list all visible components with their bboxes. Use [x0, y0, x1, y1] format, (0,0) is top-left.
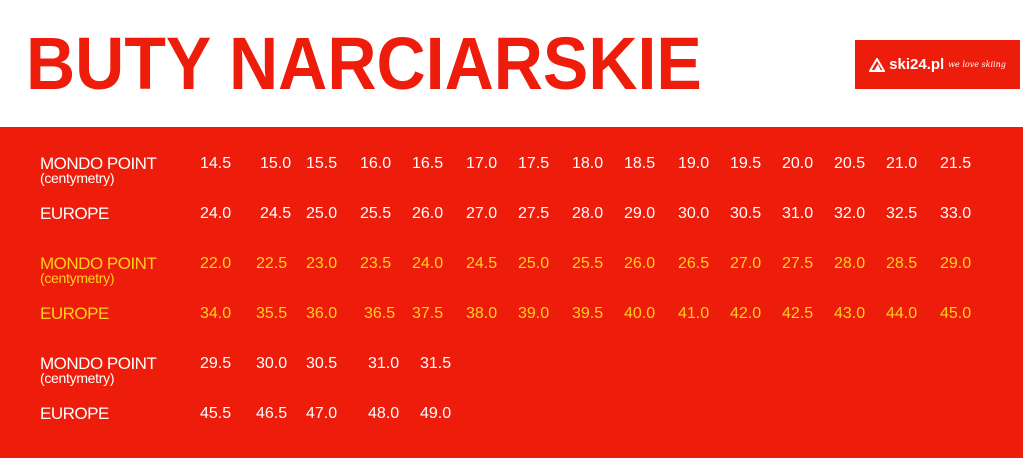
- mondo-size-cell: 24.0: [412, 255, 444, 272]
- page-title: BUTY NARCIARSKIE: [26, 22, 702, 105]
- mondo-label: MONDO POINT: [40, 154, 157, 173]
- europe-size-cell: 49.0: [420, 405, 452, 422]
- mondo-size-cell: 31.0: [368, 355, 400, 372]
- logo-tagline: we love skiing: [948, 60, 1006, 69]
- europe-size-cell: 30.5: [730, 205, 762, 222]
- mondo-size-cell: 19.5: [730, 155, 762, 172]
- ski24-logo: ski24.pl we love skiing: [855, 40, 1020, 89]
- mondo-size-cell: 17.0: [466, 155, 498, 172]
- europe-size-cell: 44.0: [886, 305, 918, 322]
- mondo-size-cell: 16.5: [412, 155, 444, 172]
- europe-size-cell: 42.0: [730, 305, 762, 322]
- europe-size-cell: 48.0: [368, 405, 400, 422]
- europe-size-cell: 43.0: [834, 305, 866, 322]
- header: BUTY NARCIARSKIE ski24.pl we love skiing: [0, 0, 1023, 127]
- mondo-size-cell: 24.5: [466, 255, 498, 272]
- mondo-size-cell: 26.5: [678, 255, 710, 272]
- europe-size-cell: 30.0: [678, 205, 710, 222]
- europe-size-cell: 46.5: [256, 405, 288, 422]
- mondo-label: MONDO POINT: [40, 354, 157, 373]
- mondo-size-cell: 17.5: [518, 155, 550, 172]
- mondo-size-cell: 20.5: [834, 155, 866, 172]
- europe-size-cell: 32.0: [834, 205, 866, 222]
- mondo-unit-label: (centymetry): [40, 170, 115, 186]
- mondo-size-cell: 22.0: [200, 255, 232, 272]
- europe-size-cell: 40.0: [624, 305, 656, 322]
- mondo-unit-label: (centymetry): [40, 270, 115, 286]
- europe-size-cell: 33.0: [940, 205, 972, 222]
- mondo-size-cell: 29.0: [940, 255, 972, 272]
- europe-size-cell: 27.5: [518, 205, 550, 222]
- europe-size-cell: 37.5: [412, 305, 444, 322]
- europe-label: EUROPE: [40, 404, 109, 423]
- europe-size-cell: 41.0: [678, 305, 710, 322]
- europe-row: EUROPE 45.5 46.5 47.0 48.0 49.0: [0, 404, 1023, 434]
- europe-size-cell: 24.5: [260, 205, 292, 222]
- mondo-size-cell: 18.5: [624, 155, 656, 172]
- mondo-size-cell: 15.5: [306, 155, 338, 172]
- mondo-size-cell: 23.5: [360, 255, 392, 272]
- europe-label: EUROPE: [40, 204, 109, 223]
- europe-size-cell: 35.5: [256, 305, 288, 322]
- mondo-size-cell: 21.5: [940, 155, 972, 172]
- europe-size-cell: 27.0: [466, 205, 498, 222]
- mondo-size-cell: 19.0: [678, 155, 710, 172]
- mondo-size-cell: 18.0: [572, 155, 604, 172]
- europe-size-cell: 28.0: [572, 205, 604, 222]
- europe-size-cell: 24.0: [200, 205, 232, 222]
- mondo-size-cell: 25.0: [518, 255, 550, 272]
- mondo-size-cell: 22.5: [256, 255, 288, 272]
- mondo-size-cell: 25.5: [572, 255, 604, 272]
- mondo-label: MONDO POINT: [40, 254, 157, 273]
- mountain-icon: [869, 57, 886, 72]
- europe-size-cell: 39.0: [518, 305, 550, 322]
- europe-size-cell: 47.0: [306, 405, 338, 422]
- mondo-size-cell: 20.0: [782, 155, 814, 172]
- mondo-size-cell: 30.0: [256, 355, 288, 372]
- mondo-size-cell: 21.0: [886, 155, 918, 172]
- mondo-row: MONDO POINT (centymetry) 29.5 30.0 30.5 31.0 3…: [0, 354, 1023, 386]
- europe-size-cell: 26.0: [412, 205, 444, 222]
- mondo-size-cell: 27.5: [782, 255, 814, 272]
- europe-size-cell: 45.0: [940, 305, 972, 322]
- europe-label: EUROPE: [40, 304, 109, 323]
- mondo-size-cell: 31.5: [420, 355, 452, 372]
- mondo-size-cell: 15.0: [260, 155, 292, 172]
- europe-row: EUROPE 34.0 35.5 36.0 36.5 37.5 38.0 39.0 39.5 40…: [0, 304, 1023, 334]
- europe-size-cell: 25.5: [360, 205, 392, 222]
- logo-text: ski24.pl: [889, 56, 945, 73]
- europe-size-cell: 29.0: [624, 205, 656, 222]
- europe-size-cell: 36.5: [364, 305, 396, 322]
- mondo-size-cell: 23.0: [306, 255, 338, 272]
- europe-size-cell: 39.5: [572, 305, 604, 322]
- europe-size-cell: 31.0: [782, 205, 814, 222]
- europe-size-cell: 42.5: [782, 305, 814, 322]
- europe-size-cell: 45.5: [200, 405, 232, 422]
- mondo-row: MONDO POINT (centymetry) 14.5 15.0 15.5 16.0 1…: [0, 154, 1023, 186]
- mondo-unit-label: (centymetry): [40, 370, 115, 386]
- mondo-row: MONDO POINT (centymetry) 22.0 22.5 23.0 23.5 2…: [0, 254, 1023, 286]
- europe-size-cell: 25.0: [306, 205, 338, 222]
- mondo-size-cell: 28.0: [834, 255, 866, 272]
- mondo-size-cell: 29.5: [200, 355, 232, 372]
- europe-size-cell: 32.5: [886, 205, 918, 222]
- europe-size-cell: 34.0: [200, 305, 232, 322]
- mondo-size-cell: 14.5: [200, 155, 232, 172]
- mondo-size-cell: 27.0: [730, 255, 762, 272]
- mondo-size-cell: 16.0: [360, 155, 392, 172]
- europe-size-cell: 38.0: [466, 305, 498, 322]
- mondo-size-cell: 26.0: [624, 255, 656, 272]
- europe-size-cell: 36.0: [306, 305, 338, 322]
- size-table: MONDO POINT (centymetry) 14.5 15.0 15.5 16.0 1…: [0, 127, 1023, 458]
- europe-row: EUROPE 24.0 24.5 25.0 25.5 26.0 27.0 27.5 28.0 29…: [0, 204, 1023, 234]
- mondo-size-cell: 28.5: [886, 255, 918, 272]
- mondo-size-cell: 30.5: [306, 355, 338, 372]
